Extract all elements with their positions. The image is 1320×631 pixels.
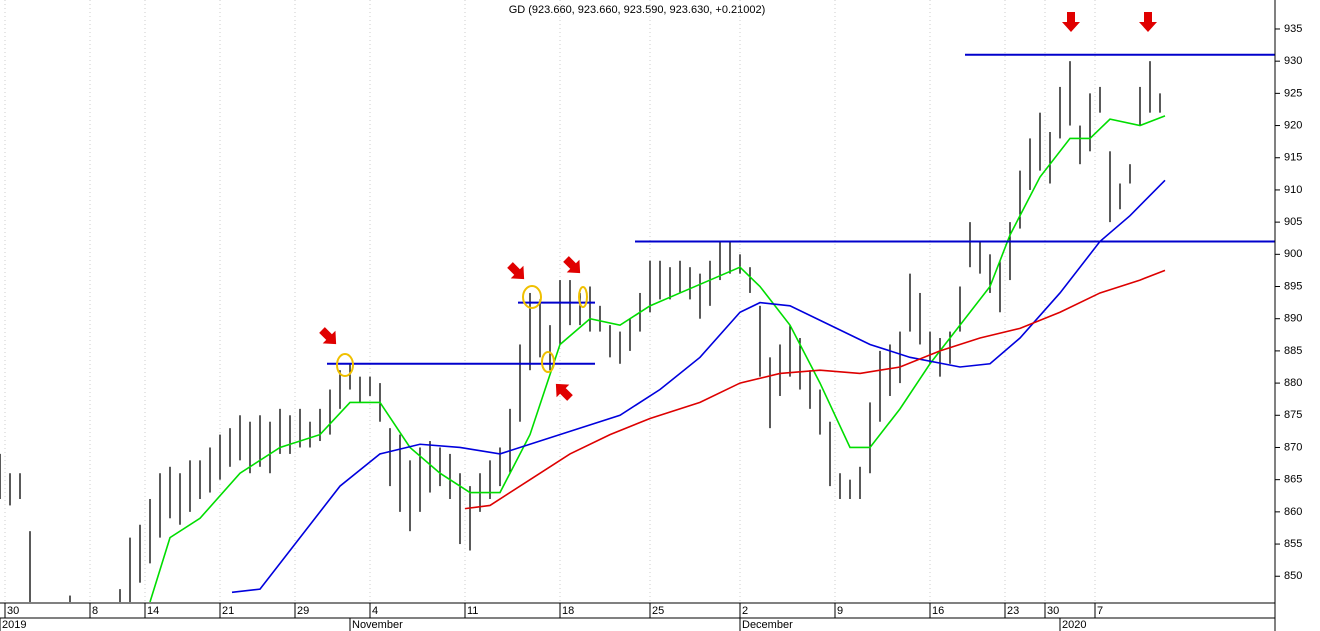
y-tick-label: 900 (1284, 248, 1302, 260)
x-tick-label: 23 (1007, 605, 1019, 617)
y-tick-label: 870 (1284, 441, 1302, 453)
arrow (555, 383, 573, 401)
arrow (319, 327, 337, 345)
y-tick-label: 875 (1284, 409, 1302, 421)
moving-average (149, 115, 1166, 602)
y-tick-label: 890 (1284, 313, 1302, 325)
y-tick-label: 910 (1284, 184, 1302, 196)
x-tick-label: 18 (562, 605, 574, 617)
y-tick-label: 925 (1284, 87, 1302, 99)
y-tick-label: 915 (1284, 152, 1302, 164)
circle (541, 351, 555, 373)
y-tick-label: 850 (1284, 570, 1302, 582)
arrows (319, 12, 1157, 401)
x-tick-label: 9 (837, 605, 843, 617)
x-tick-label: 29 (297, 605, 309, 617)
y-tick-label: 885 (1284, 345, 1302, 357)
y-tick-label: 865 (1284, 474, 1302, 486)
x-tick-label: 4 (372, 605, 378, 617)
arrow (1062, 12, 1080, 32)
x-tick-label: 30 (7, 605, 19, 617)
x-tick-label: 25 (652, 605, 664, 617)
x-tick-label: 2 (742, 605, 748, 617)
x-tick-label: 21 (222, 605, 234, 617)
y-tick-label: 860 (1284, 506, 1302, 518)
y-tick-label: 855 (1284, 538, 1302, 550)
month-label: November (352, 619, 403, 631)
y-tick-label: 895 (1284, 280, 1302, 292)
circle (336, 353, 354, 377)
y-tick-label: 935 (1284, 23, 1302, 35)
x-tick-label: 16 (932, 605, 944, 617)
chart-title: GD (923.660, 923.660, 923.590, 923.630, … (509, 4, 766, 16)
x-tick-label: 14 (147, 605, 159, 617)
moving-average (231, 179, 1166, 594)
x-tick-label: 8 (92, 605, 98, 617)
circle (578, 286, 588, 308)
x-tick-label: 7 (1097, 605, 1103, 617)
annotations (319, 12, 1157, 401)
y-tick-label: 880 (1284, 377, 1302, 389)
x-tick-label: 30 (1047, 605, 1059, 617)
arrow (563, 256, 581, 274)
moving-average (464, 269, 1166, 510)
plot-area (0, 0, 1275, 602)
month-label: 2019 (2, 619, 26, 631)
y-tick-label: 930 (1284, 55, 1302, 67)
y-tick-label: 920 (1284, 119, 1302, 131)
month-label: 2020 (1062, 619, 1086, 631)
y-tick-label: 905 (1284, 216, 1302, 228)
x-tick-label: 11 (467, 605, 478, 617)
circle (522, 285, 542, 309)
arrow (1139, 12, 1157, 32)
arrow (507, 262, 525, 280)
month-label: December (742, 619, 793, 631)
